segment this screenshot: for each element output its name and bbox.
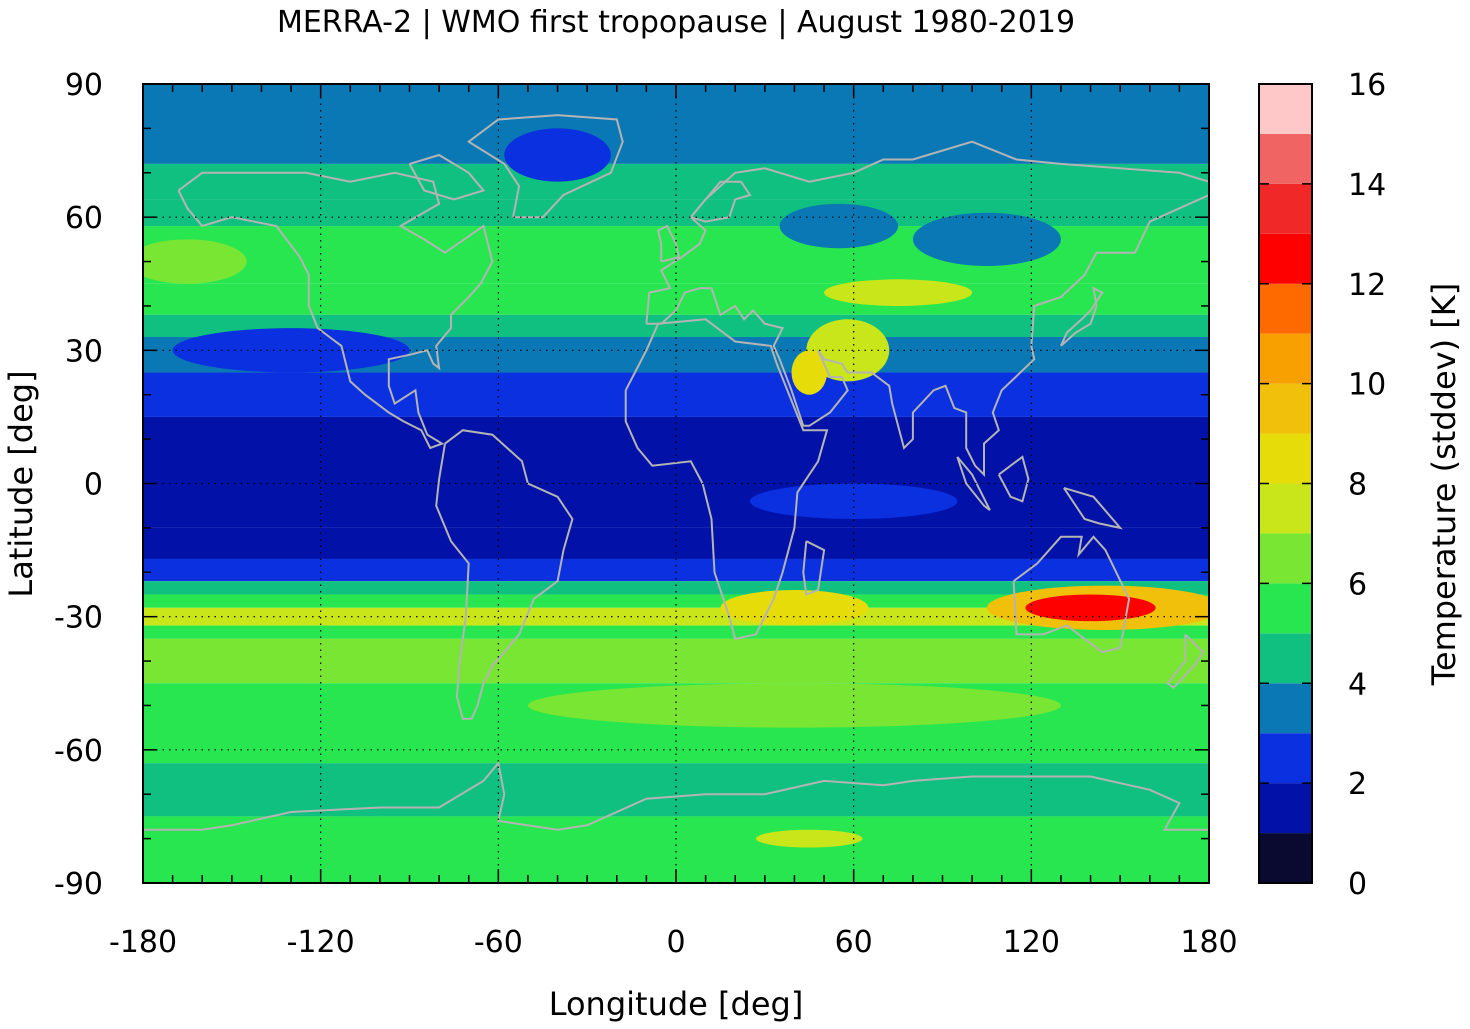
x-tick-label: 180 (1180, 925, 1237, 960)
coastline-australia (1012, 535, 1131, 654)
field-band-10 (143, 558, 1209, 582)
coastline-new-guinea (1063, 486, 1123, 530)
x-tick-labels: -180 -120 -60 0 60 120 180 (109, 925, 1238, 960)
x-tick-label: -60 (474, 925, 523, 960)
colorbar-level-11 (1259, 283, 1312, 334)
colorbar-tick-label: 10 (1348, 368, 1386, 403)
colorbar-level-13 (1259, 183, 1312, 234)
colorbar-tick-label: 14 (1348, 168, 1386, 203)
colorbar-tick-label: 4 (1348, 667, 1367, 702)
colorbar-level-3 (1259, 683, 1312, 734)
colorbar-tick-label: 12 (1348, 268, 1386, 303)
colorbar-label: Temperature (stddev) [K] (1425, 283, 1463, 686)
x-axis-label: Longitude [deg] (549, 985, 804, 1023)
coastline-antarctica (143, 760, 1209, 831)
gridlines (143, 84, 1209, 883)
colorbar-level-2 (1259, 733, 1312, 784)
field-patch-8 (504, 128, 611, 182)
x-tick-label: 120 (1003, 925, 1060, 960)
field-patch-4 (806, 319, 890, 382)
coastline-new-zealand (1166, 633, 1205, 690)
y-tick-label: -30 (54, 601, 103, 636)
field-patch-6 (779, 203, 899, 249)
coastline-africa (624, 318, 829, 641)
x-tick-label: 60 (835, 925, 873, 960)
colorbar-tick-label: 0 (1348, 867, 1367, 902)
colorbar-level-7 (1259, 483, 1312, 534)
field-patch-7 (912, 212, 1061, 266)
coastline-scandinavia-ext (690, 180, 752, 223)
colorbar-level-6 (1259, 533, 1312, 584)
y-tick-label: 0 (84, 468, 103, 503)
field-band-11 (143, 581, 1209, 595)
field-band-8 (143, 416, 1209, 528)
colorbar-tick-label: 6 (1348, 567, 1367, 602)
field-patch-1 (1025, 594, 1156, 622)
coastline-britain (657, 224, 681, 263)
coastline-borneo (997, 455, 1030, 503)
field-patch-5 (791, 350, 828, 395)
y-tick-label: -60 (54, 734, 103, 769)
y-tick-label: -90 (54, 867, 103, 902)
y-tick-label: 60 (65, 201, 103, 236)
coastline-eurasia (645, 140, 1209, 478)
colorbar-ticks: 16 14 12 10 8 6 4 2 0 (1259, 68, 1386, 902)
colorbar-level-12 (1259, 233, 1312, 284)
colorbar-tick-label: 16 (1348, 68, 1386, 103)
field-patch-13 (755, 829, 863, 848)
x-tick-label: -120 (287, 925, 355, 960)
plot-area (143, 84, 1209, 883)
colorbar-level-1 (1259, 783, 1312, 834)
coastline-sumatra (956, 456, 991, 511)
colorbar-level-5 (1259, 583, 1312, 634)
colorbar-level-14 (1259, 133, 1312, 184)
colorbar-level-8 (1259, 433, 1312, 484)
axis-ticks (142, 83, 1210, 884)
coastline-north-america (177, 171, 494, 450)
coastline-greenland (466, 114, 624, 219)
coastline-japan (1059, 286, 1104, 347)
field-patches (143, 128, 1209, 857)
field-patch-2 (720, 590, 869, 626)
y-tick-label: 30 (65, 334, 103, 369)
x-tick-label: -180 (109, 925, 177, 960)
field-band-12 (143, 594, 1209, 608)
colorbar-level-10 (1259, 333, 1312, 384)
colorbar-level-9 (1259, 383, 1312, 434)
colorbar-level-4 (1259, 633, 1312, 684)
y-axis-label: Latitude [deg] (2, 370, 40, 597)
field-band-17 (143, 763, 1209, 817)
field-band-14 (143, 625, 1209, 639)
y-tick-labels: 90 60 30 0 -30 -60 -90 (54, 68, 103, 902)
field-patch-9 (172, 328, 410, 373)
colorbar-tick-label: 2 (1348, 767, 1367, 802)
field-patch-3 (824, 279, 973, 306)
x-tick-label: 0 (666, 925, 685, 960)
colorbar-level-15 (1259, 84, 1312, 134)
y-tick-label: 90 (65, 68, 103, 103)
chart-title: MERRA-2 | WMO first tropopause | August … (277, 5, 1075, 40)
field-patch-14 (143, 239, 247, 284)
colorbar-level-0 (1259, 833, 1312, 883)
colorbar (1259, 84, 1312, 883)
colorbar-tick-label: 8 (1348, 468, 1367, 503)
coastline-madagascar (802, 540, 826, 596)
coastline-baffin (408, 153, 486, 201)
field-band-2 (143, 199, 1209, 227)
field-patch-11 (527, 683, 1061, 728)
